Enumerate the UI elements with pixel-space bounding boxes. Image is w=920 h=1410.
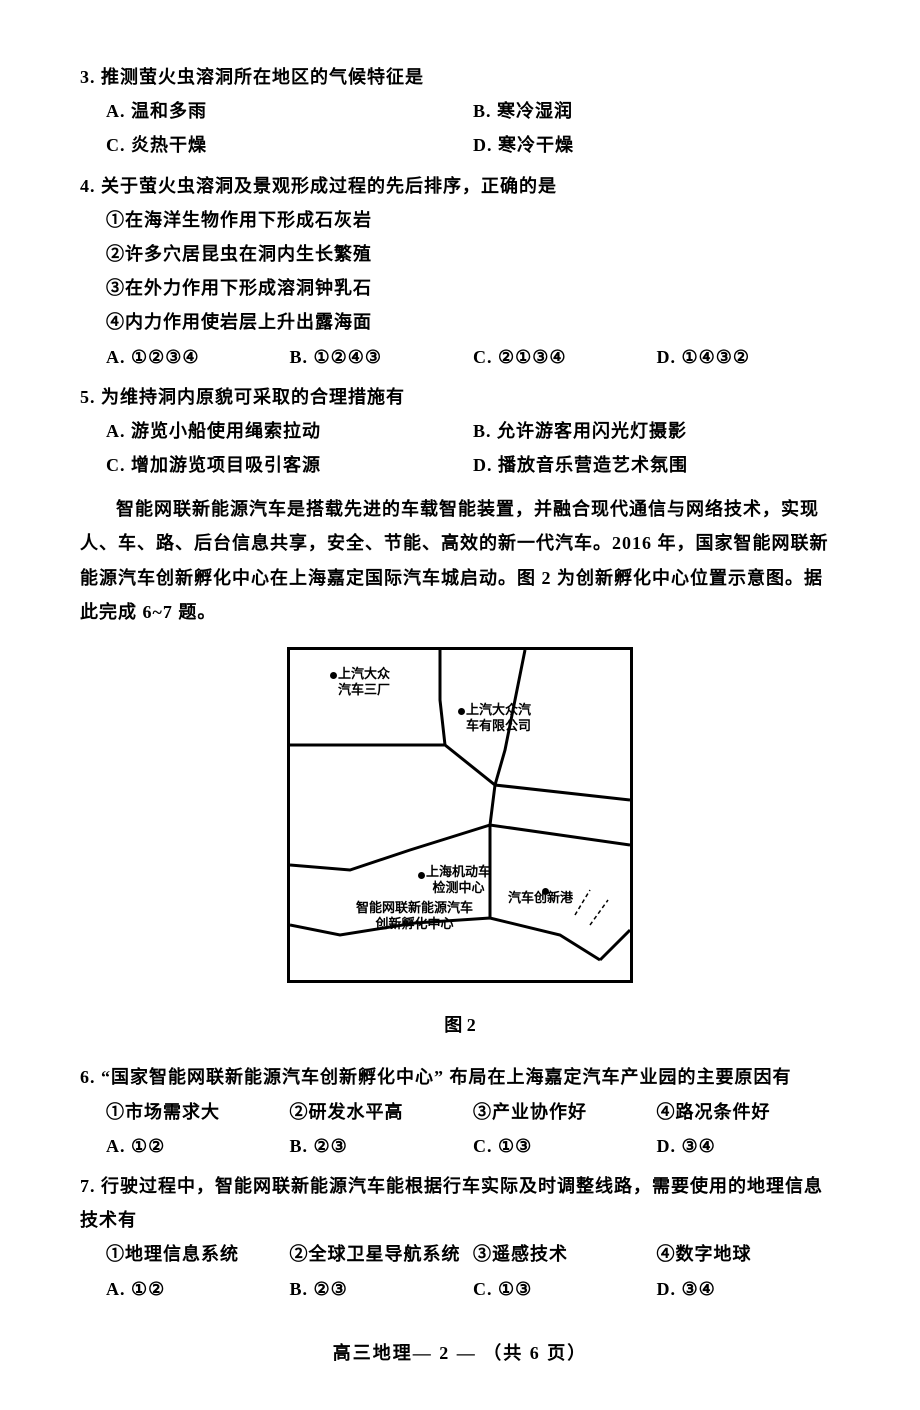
label-incubator: 智能网联新能源汽车创新孵化中心: [356, 900, 473, 931]
q4-opt-b: B. ①②④③: [290, 340, 474, 374]
q4-opt-d: D. ①④③②: [657, 340, 841, 374]
q5-opt-b: B. 允许游客用闪光灯摄影: [473, 414, 840, 448]
q6-item-3: ③产业协作好: [473, 1095, 657, 1129]
q7-options: A. ①② B. ②③ C. ①③ D. ③④: [106, 1272, 840, 1306]
q6-opt-b: B. ②③: [290, 1129, 474, 1163]
q3-opt-a: A. 温和多雨: [106, 94, 473, 128]
question-4: 4. 关于萤火虫溶洞及景观形成过程的先后排序，正确的是 ①在海洋生物作用下形成石…: [80, 169, 840, 374]
q3-opt-c: C. 炎热干燥: [106, 128, 473, 162]
q7-opt-b: B. ②③: [290, 1272, 474, 1306]
q6-item-2: ②研发水平高: [290, 1095, 474, 1129]
q6-item-1: ①市场需求大: [106, 1095, 290, 1129]
q7-item-3: ③遥感技术: [473, 1237, 657, 1271]
figure-2-map: 上汽大众汽车三厂 上汽大众汽车有限公司 上海机动车检测中心 汽车创新港 智能网联…: [287, 647, 633, 983]
label-company: 上汽大众汽车有限公司: [466, 702, 531, 733]
q3-options: A. 温和多雨 B. 寒冷湿润 C. 炎热干燥 D. 寒冷干燥: [106, 94, 840, 162]
q4-options: A. ①②③④ B. ①②④③ C. ②①③④ D. ①④③②: [106, 340, 840, 374]
question-6: 6. “国家智能网联新能源汽车创新孵化中心” 布局在上海嘉定汽车产业园的主要原因…: [80, 1060, 840, 1163]
passage-6-7: 智能网联新能源汽车是搭载先进的车载智能装置，并融合现代通信与网络技术，实现人、车…: [80, 492, 840, 629]
q6-stem: 6. “国家智能网联新能源汽车创新孵化中心” 布局在上海嘉定汽车产业园的主要原因…: [80, 1060, 840, 1094]
dot-company: [458, 708, 465, 715]
q4-stem: 4. 关于萤火虫溶洞及景观形成过程的先后排序，正确的是: [80, 169, 840, 203]
q5-opt-d: D. 播放音乐营造艺术氛围: [473, 448, 840, 482]
q6-item-4: ④路况条件好: [657, 1095, 841, 1129]
label-factory3: 上汽大众汽车三厂: [338, 666, 390, 697]
q4-item-1: ①在海洋生物作用下形成石灰岩: [106, 203, 840, 237]
label-test: 上海机动车检测中心: [426, 864, 491, 895]
q5-opt-a: A. 游览小船使用绳索拉动: [106, 414, 473, 448]
q6-items: ①市场需求大 ②研发水平高 ③产业协作好 ④路况条件好: [106, 1095, 840, 1129]
figure-2-wrap: 上汽大众汽车三厂 上汽大众汽车有限公司 上海机动车检测中心 汽车创新港 智能网联…: [80, 647, 840, 994]
q5-opt-c: C. 增加游览项目吸引客源: [106, 448, 473, 482]
q7-item-4: ④数字地球: [657, 1237, 841, 1271]
q4-item-4: ④内力作用使岩层上升出露海面: [106, 305, 840, 339]
q7-item-1: ①地理信息系统: [106, 1237, 290, 1271]
q4-opt-a: A. ①②③④: [106, 340, 290, 374]
q3-stem: 3. 推测萤火虫溶洞所在地区的气候特征是: [80, 60, 840, 94]
question-3: 3. 推测萤火虫溶洞所在地区的气候特征是 A. 温和多雨 B. 寒冷湿润 C. …: [80, 60, 840, 163]
q7-stem: 7. 行驶过程中，智能网联新能源汽车能根据行车实际及时调整线路，需要使用的地理信…: [80, 1169, 840, 1237]
label-port: 汽车创新港: [508, 890, 573, 906]
page-footer: 高三地理— 2 — （共 6 页）: [80, 1336, 840, 1370]
q7-item-2: ②全球卫星导航系统: [290, 1237, 474, 1271]
question-7: 7. 行驶过程中，智能网联新能源汽车能根据行车实际及时调整线路，需要使用的地理信…: [80, 1169, 840, 1306]
dot-factory3: [330, 672, 337, 679]
q5-stem: 5. 为维持洞内原貌可采取的合理措施有: [80, 380, 840, 414]
q7-items: ①地理信息系统 ②全球卫星导航系统 ③遥感技术 ④数字地球: [106, 1237, 840, 1271]
q4-item-3: ③在外力作用下形成溶洞钟乳石: [106, 271, 840, 305]
q6-opt-d: D. ③④: [657, 1129, 841, 1163]
q7-opt-d: D. ③④: [657, 1272, 841, 1306]
q4-opt-c: C. ②①③④: [473, 340, 657, 374]
q7-opt-a: A. ①②: [106, 1272, 290, 1306]
dot-test: [418, 872, 425, 879]
q3-opt-b: B. 寒冷湿润: [473, 94, 840, 128]
q4-item-2: ②许多穴居昆虫在洞内生长繁殖: [106, 237, 840, 271]
q6-opt-c: C. ①③: [473, 1129, 657, 1163]
q6-opt-a: A. ①②: [106, 1129, 290, 1163]
q5-options: A. 游览小船使用绳索拉动 B. 允许游客用闪光灯摄影 C. 增加游览项目吸引客…: [106, 414, 840, 482]
q6-options: A. ①② B. ②③ C. ①③ D. ③④: [106, 1129, 840, 1163]
question-5: 5. 为维持洞内原貌可采取的合理措施有 A. 游览小船使用绳索拉动 B. 允许游…: [80, 380, 840, 483]
q3-opt-d: D. 寒冷干燥: [473, 128, 840, 162]
figure-2-caption: 图 2: [80, 1008, 840, 1042]
q7-opt-c: C. ①③: [473, 1272, 657, 1306]
